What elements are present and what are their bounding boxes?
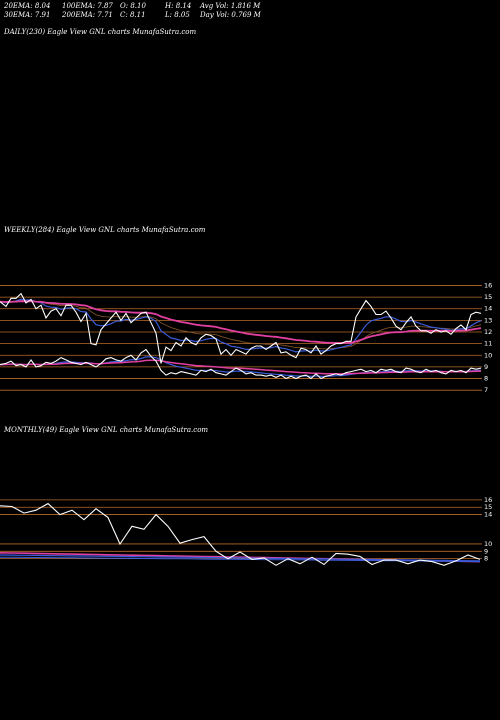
weekly-ema-blue-line — [0, 298, 482, 353]
weekly-level-label: 10 — [484, 351, 492, 359]
weekly-level-label: 8 — [484, 375, 488, 383]
weekly-level-label: 14 — [484, 305, 492, 313]
weekly-level-label: 9 — [484, 363, 488, 371]
monthly-level-label: 15 — [484, 503, 492, 511]
weekly-level-label: 13 — [484, 316, 492, 324]
weekly-price-low-line — [0, 348, 482, 380]
monthly-chart-title: MONTHLY(49) Eagle View GNL charts Munafa… — [4, 426, 209, 434]
monthly-price-line — [0, 502, 481, 566]
monthly-level-label: 10 — [484, 540, 492, 548]
monthly-level-label: 16 — [484, 496, 492, 504]
weekly-level-label: 16 — [484, 281, 492, 289]
open-label: O: 8.10 — [120, 2, 146, 10]
monthly-level-label: 14 — [484, 511, 492, 519]
weekly-level-label: 15 — [484, 293, 492, 301]
weekly-chart-title: WEEKLY(284) Eagle View GNL charts Munafa… — [4, 226, 206, 234]
ema200-label: 200EMA: 7.71 — [62, 11, 113, 19]
high-label: H: 8.14 — [165, 2, 192, 10]
weekly-ema-brown-line — [0, 300, 482, 350]
weekly-level-label: 7 — [484, 386, 488, 394]
ema20-label: 20EMA: 8.04 — [4, 2, 51, 10]
avg-vol-label: Avg Vol: 1.816 M — [200, 2, 261, 10]
daily-chart — [0, 38, 500, 218]
monthly-level-label: 9 — [484, 547, 488, 555]
daily-chart-title: DAILY(230) Eagle View GNL charts MunafaS… — [4, 28, 197, 36]
weekly-level-label: 11 — [484, 340, 492, 348]
monthly-level-label: 8 — [484, 555, 488, 563]
day-vol-label: Day Vol: 0.769 M — [200, 11, 261, 19]
close-label: C: 8.11 — [120, 11, 146, 19]
low-label: L: 8.05 — [165, 11, 190, 19]
weekly-chart: 9 16 15 14 13 12 11 10 8 7 — [0, 281, 492, 394]
weekly-ema-pink-line — [0, 300, 482, 344]
ema100-label: 100EMA: 7.87 — [62, 2, 113, 10]
ema30-label: 30EMA: 7.91 — [4, 11, 51, 19]
weekly-level-label: 12 — [484, 328, 492, 336]
monthly-ema-blue-line — [0, 554, 481, 562]
indicator-header: 20EMA: 8.04 100EMA: 7.87 O: 8.10 H: 8.14… — [0, 0, 500, 24]
weekly-price-line — [0, 292, 482, 364]
